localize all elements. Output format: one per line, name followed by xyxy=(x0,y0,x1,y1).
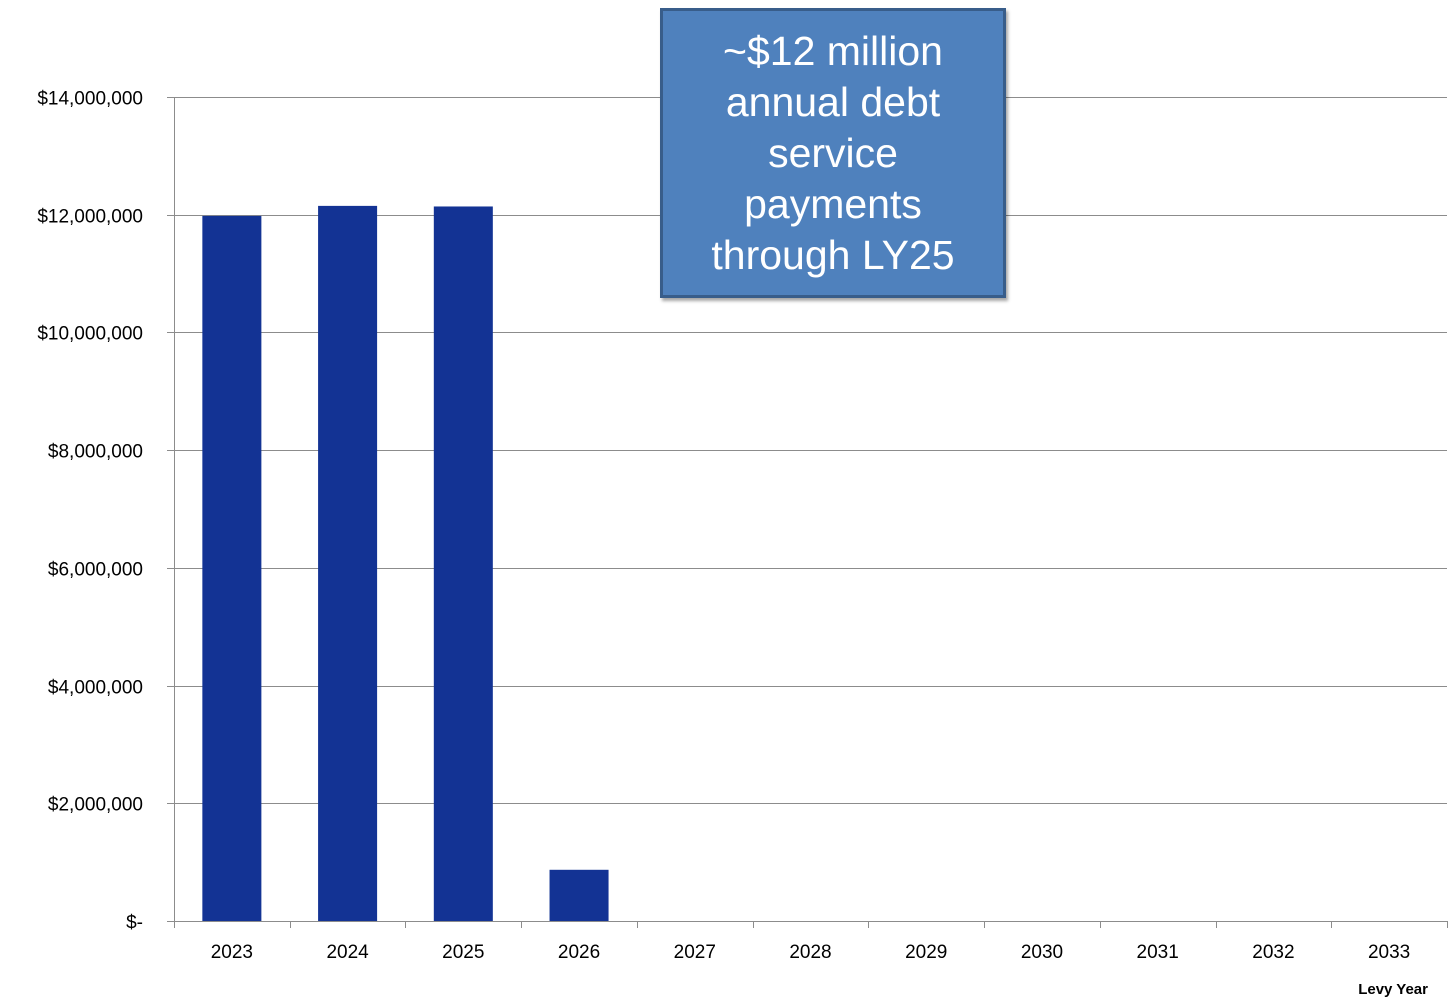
x-axis-label: Levy Year xyxy=(1358,981,1428,998)
y-tick-label: $8,000,000 xyxy=(48,442,143,463)
x-tick-label: 2024 xyxy=(326,942,369,963)
y-tick-label: $- xyxy=(126,913,143,934)
x-tick-label: 2032 xyxy=(1252,942,1294,963)
bar-2026 xyxy=(549,869,609,921)
annotation-callout: ~$12 million annual debt service payment… xyxy=(660,8,1006,298)
x-tick-label: 2027 xyxy=(674,942,716,963)
bar-2024 xyxy=(318,205,378,921)
y-tick-label: $10,000,000 xyxy=(37,324,143,345)
axes xyxy=(167,97,1448,928)
x-tick-label: 2033 xyxy=(1368,942,1410,963)
x-tick-label: 2026 xyxy=(558,942,600,963)
bar-2023 xyxy=(202,215,262,922)
y-tick-label: $4,000,000 xyxy=(48,678,143,699)
x-tick-label: 2025 xyxy=(442,942,484,963)
annotation-text: ~$12 million annual debt service payment… xyxy=(711,27,955,278)
y-tick-label: $6,000,000 xyxy=(48,560,143,581)
x-tick-label: 2028 xyxy=(789,942,831,963)
y-tick-label: $2,000,000 xyxy=(48,795,143,816)
y-tick-labels: $- $2,000,000 $4,000,000 $6,000,000 $8,000,0… xyxy=(37,89,143,934)
x-tick-labels: 2023 2024 2025 2026 2027 2028 2029 2030 2031 2032… xyxy=(211,942,1411,963)
x-tick-label: 2023 xyxy=(211,942,253,963)
bars xyxy=(202,205,609,922)
x-tick-label: 2029 xyxy=(905,942,947,963)
bar-2025 xyxy=(433,206,493,921)
x-tick-label: 2031 xyxy=(1137,942,1179,963)
y-tick-label: $12,000,000 xyxy=(37,207,143,228)
x-tick-label: 2030 xyxy=(1021,942,1063,963)
y-tick-label: $14,000,000 xyxy=(37,89,143,110)
